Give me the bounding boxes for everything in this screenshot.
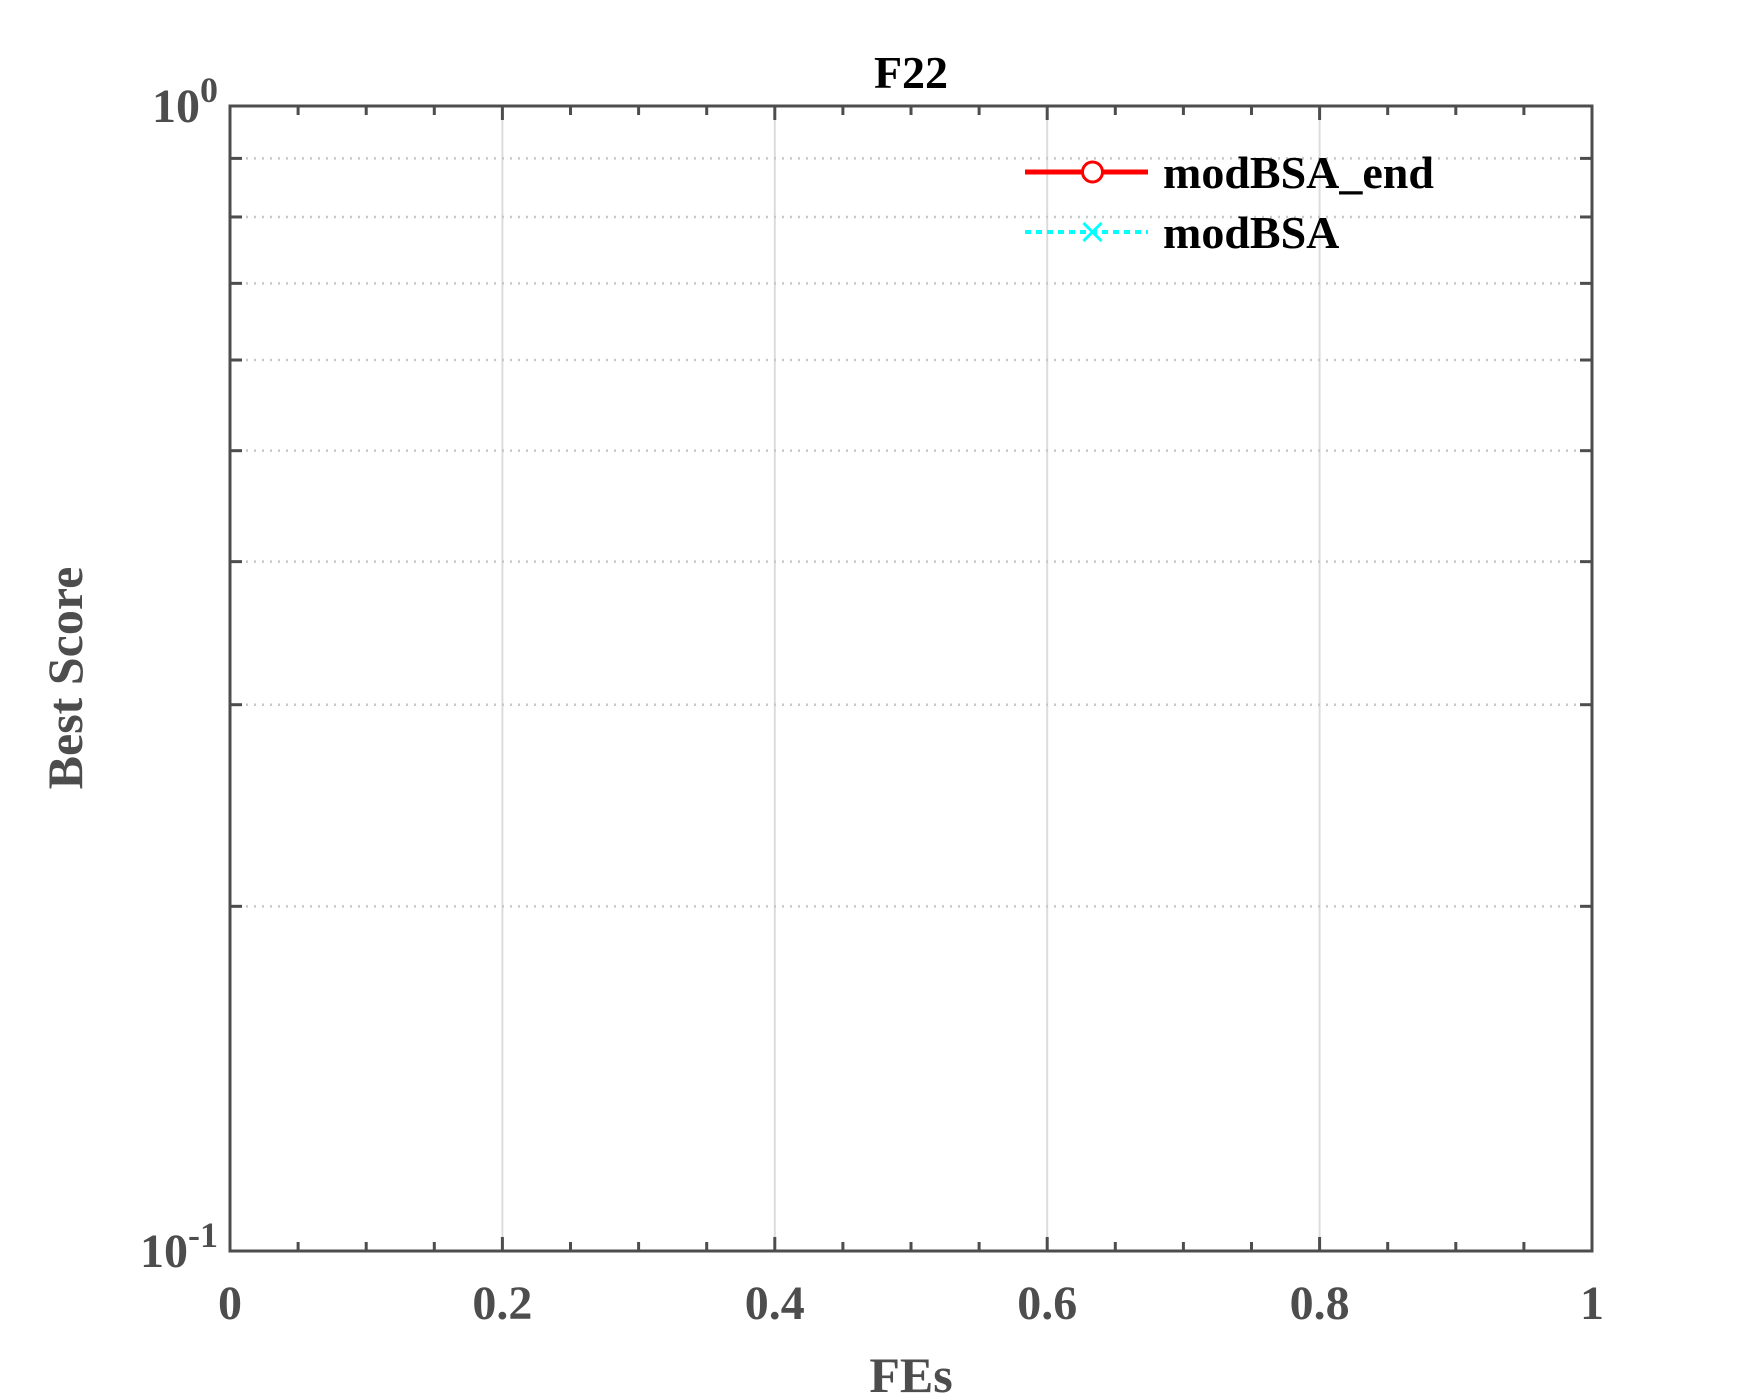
- legend-marker-circle: [1081, 160, 1104, 184]
- x-axis-label: FEs: [869, 1347, 952, 1400]
- legend-marker-x-stroke: [1082, 221, 1103, 243]
- plot-area-frame: [228, 104, 1594, 1253]
- x-tick-label: 0.2: [472, 1277, 532, 1330]
- tick-layer: [228, 104, 1594, 1253]
- grid-layer: [230, 106, 1592, 1251]
- legend-entry-label: modBSA_end: [1163, 147, 1434, 198]
- y-tick-label: 10-1: [140, 1215, 218, 1278]
- legend-marker-x: [1082, 221, 1103, 243]
- legend: modBSA_end modBSA: [1025, 147, 1434, 258]
- tick-label-layer: 0 0.2 0.4 0.6 0.8 1 10-1 100: [140, 70, 1604, 1330]
- legend-entry-label: modBSA: [1163, 207, 1339, 258]
- x-tick-label: 0.4: [745, 1277, 805, 1330]
- x-tick-label: 1: [1580, 1277, 1604, 1330]
- y-tick-label: 100: [152, 70, 218, 133]
- x-tick-label: 0: [218, 1277, 242, 1330]
- x-tick-label: 0.8: [1290, 1277, 1350, 1330]
- chart-title: F22: [874, 47, 948, 98]
- x-tick-label: 0.6: [1017, 1277, 1077, 1330]
- y-axis-label: Best Score: [37, 567, 93, 790]
